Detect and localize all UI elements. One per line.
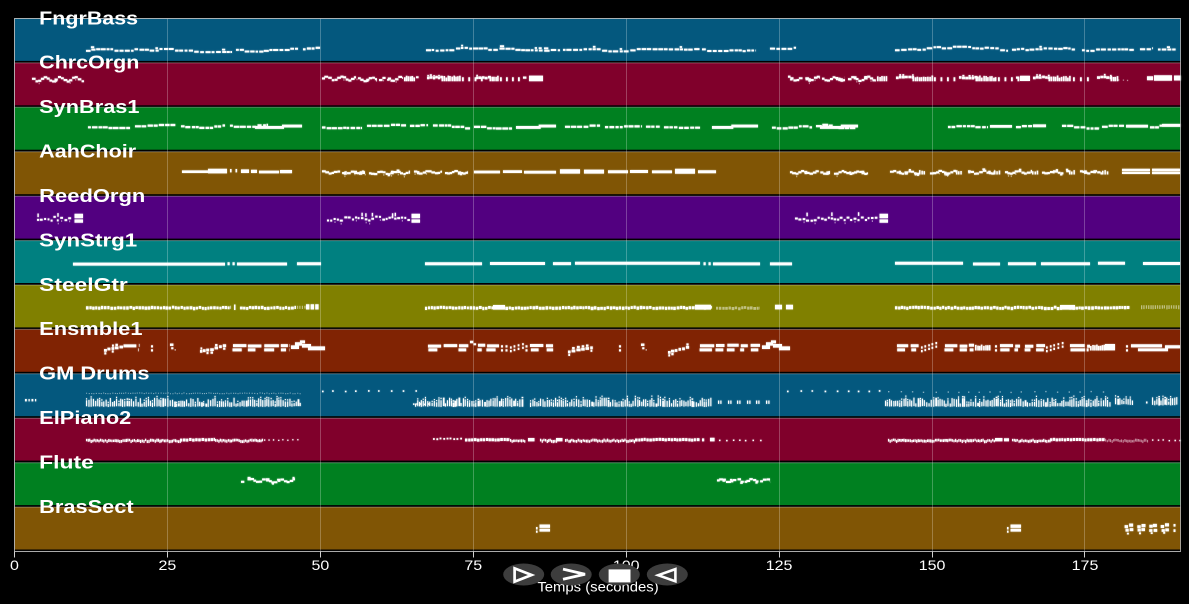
svg-text:SynBras1: SynBras1 xyxy=(39,96,139,117)
svg-text:50: 50 xyxy=(312,557,330,573)
svg-text:SynStrg1: SynStrg1 xyxy=(39,229,137,250)
svg-text:Ensmble1: Ensmble1 xyxy=(39,318,142,339)
svg-text:GM Drums: GM Drums xyxy=(39,363,149,384)
svg-text:AahChoir: AahChoir xyxy=(39,141,136,162)
svg-text:0: 0 xyxy=(10,557,19,573)
svg-text:FngrBass: FngrBass xyxy=(39,7,138,28)
svg-text:ElPiano2: ElPiano2 xyxy=(39,407,131,428)
svg-text:75: 75 xyxy=(464,557,482,573)
svg-text:125: 125 xyxy=(766,557,793,573)
svg-text:25: 25 xyxy=(159,557,177,573)
svg-text:BrasSect: BrasSect xyxy=(39,496,133,517)
svg-text:175: 175 xyxy=(1072,557,1099,573)
svg-text:Flute: Flute xyxy=(39,452,94,473)
svg-text:ReedOrgn: ReedOrgn xyxy=(39,185,145,206)
svg-text:150: 150 xyxy=(919,557,946,573)
svg-text:ChrcOrgn: ChrcOrgn xyxy=(39,52,139,73)
svg-text:SteelGtr: SteelGtr xyxy=(39,274,128,295)
